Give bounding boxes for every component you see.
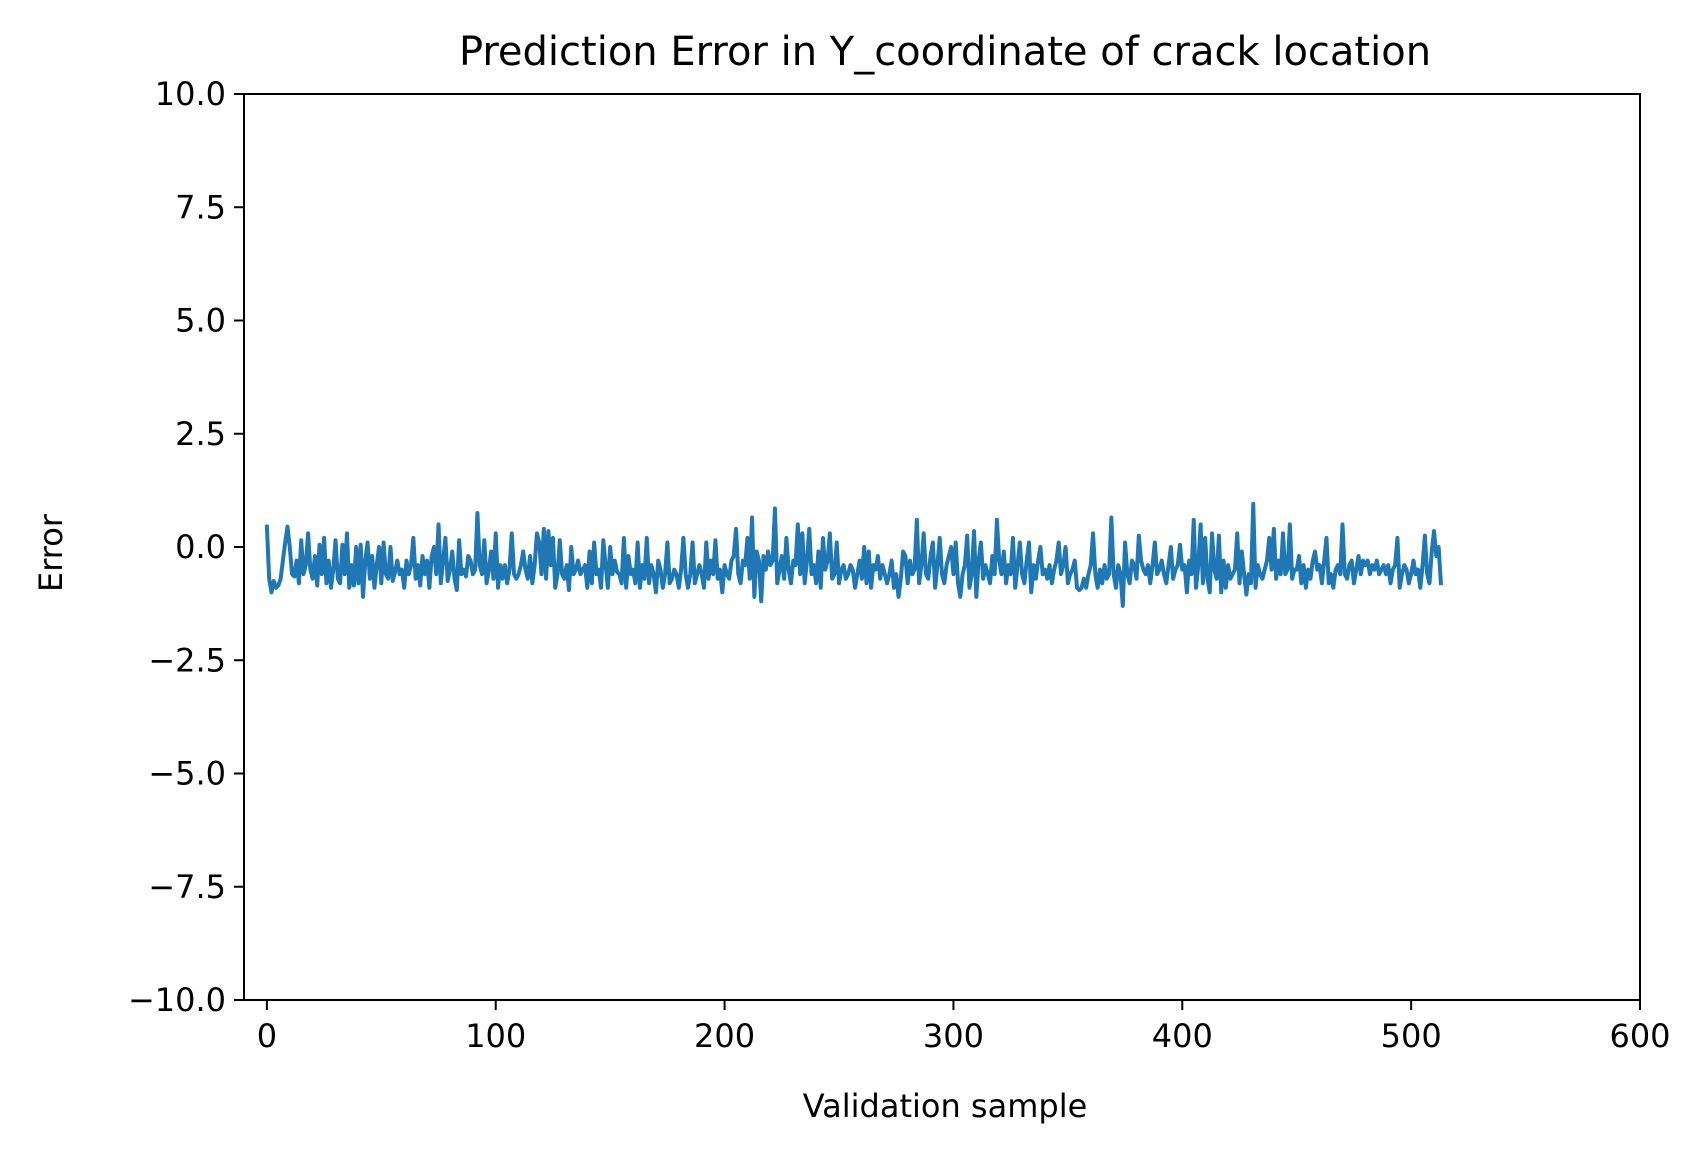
x-tick-label: 0 (257, 1017, 277, 1055)
series-line (264, 501, 1444, 608)
y-tick-label: 2.5 (175, 415, 226, 453)
x-tick-label: 500 (1381, 1017, 1442, 1055)
chart-title: Prediction Error in Y_coordinate of crac… (459, 29, 1431, 75)
x-tick-label: 300 (923, 1017, 984, 1055)
x-tick-label: 100 (465, 1017, 526, 1055)
y-tick-label: −5.0 (148, 755, 226, 793)
y-axis-label: Error (32, 513, 70, 592)
x-axis-label: Validation sample (803, 1087, 1088, 1125)
plot-area (264, 501, 1444, 608)
y-tick-label: 10.0 (155, 75, 226, 113)
y-tick-label: −7.5 (148, 868, 226, 906)
ticks-layer: 0 100 200 300 400 500 600 10.0 7.5 5.0 2.5 0.0 −2.5 −… (128, 75, 1671, 1055)
x-tick-label: 200 (694, 1017, 755, 1055)
y-tick-label: 0.0 (175, 528, 226, 566)
x-tick-label: 600 (1609, 1017, 1670, 1055)
x-tick-label: 400 (1152, 1017, 1213, 1055)
y-tick-label: 7.5 (175, 188, 226, 226)
y-tick-label: 5.0 (175, 302, 226, 340)
y-tick-label: −10.0 (128, 981, 226, 1019)
axes-frame (243, 93, 1641, 1001)
y-tick-label: −2.5 (148, 641, 226, 679)
